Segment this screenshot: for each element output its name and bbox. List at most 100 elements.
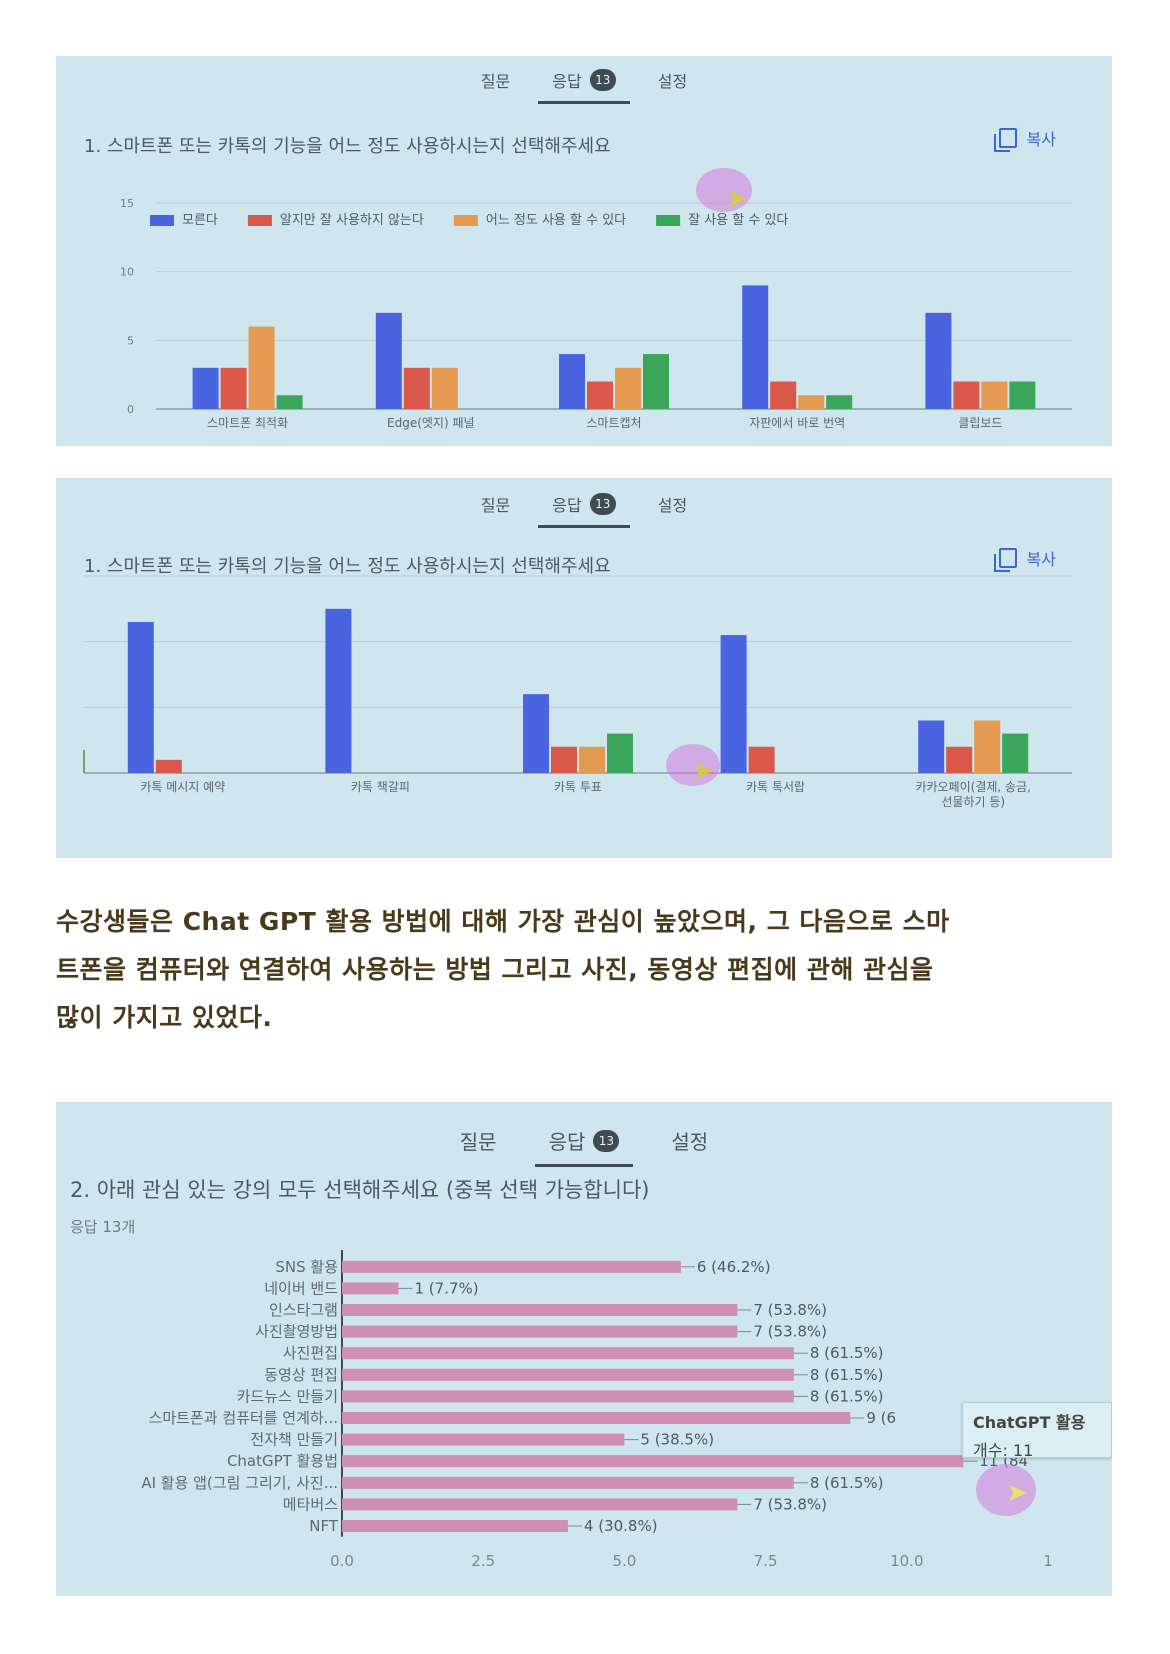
summary-paragraph: 수강생들은 Chat GPT 활용 방법에 대해 가장 관심이 높았으며, 그 …	[56, 898, 1112, 1042]
copy-button[interactable]: 복사	[993, 126, 1056, 152]
category-label: 동영상 편집	[264, 1366, 338, 1384]
data-label: 8 (61.5%)	[810, 1344, 884, 1362]
data-label: 8 (61.5%)	[810, 1366, 884, 1384]
bar	[342, 1282, 399, 1295]
tab-responses[interactable]: 응답 13	[538, 68, 631, 104]
tooltip: ChatGPT 활용 개수: 11	[962, 1402, 1112, 1460]
x-category-label: Edge(엣지) 패널	[387, 416, 475, 430]
bar	[276, 395, 303, 409]
tab-responses[interactable]: 응답 13	[534, 1126, 634, 1167]
legend-label: 잘 사용 할 수 있다	[688, 213, 788, 228]
bar	[342, 1498, 738, 1511]
tooltip-title: ChatGPT 활용	[973, 1413, 1086, 1432]
legend-swatch	[656, 215, 681, 226]
paragraph-line: 많이 가지고 있었다.	[56, 1003, 273, 1032]
cursor-highlight	[696, 168, 752, 212]
bar	[403, 367, 430, 409]
data-label: 1 (7.7%)	[414, 1279, 478, 1297]
category-label: 사진촬영방법	[255, 1323, 338, 1341]
paragraph-line: 수강생들은 Chat GPT 활용 방법에 대해 가장 관심이 높았으며, 그 …	[56, 907, 950, 936]
chart-panel-1: 질문 응답 13 설정 1. 스마트폰 또는 카톡의 기능을 어느 정도 사용하시…	[56, 56, 1112, 446]
response-count-label: 응답 13개	[70, 1218, 136, 1236]
bar	[342, 1476, 794, 1489]
category-label: ChatGPT 활용법	[227, 1452, 338, 1470]
bar	[748, 746, 775, 773]
category-label: 카드뉴스 만들기	[237, 1387, 338, 1405]
cursor-highlight	[976, 1464, 1036, 1516]
legend-label: 모른다	[182, 213, 218, 228]
bar	[981, 381, 1008, 409]
x-category-label: 카톡 책갈피	[351, 779, 410, 794]
copy-button[interactable]: 복사	[993, 546, 1056, 572]
bar	[220, 367, 247, 409]
bar	[615, 367, 641, 409]
x-tick-label: 7.5	[754, 1552, 778, 1570]
x-tick-label: 5.0	[612, 1552, 636, 1570]
data-label: 7 (53.8%)	[753, 1323, 827, 1341]
data-label: 5 (38.5%)	[640, 1431, 714, 1449]
question-title: 2. 아래 관심 있는 강의 모두 선택해주세요 (중복 선택 가능합니다)	[70, 1178, 650, 1202]
data-label: 7 (53.8%)	[753, 1495, 827, 1513]
bar	[826, 395, 853, 409]
bar	[1002, 733, 1029, 773]
data-label: 9 (6	[866, 1409, 896, 1427]
bar	[248, 326, 275, 409]
copy-label: 복사	[1026, 550, 1056, 569]
category-label: 스마트폰과 컴퓨터를 연계하...	[149, 1409, 338, 1427]
question-title: 1. 스마트폰 또는 카톡의 기능을 어느 정도 사용하시는지 선택해주세요	[84, 136, 611, 157]
x-category-label: 클립보드	[958, 416, 1002, 430]
response-count-badge: 13	[589, 493, 616, 515]
bar	[559, 354, 585, 409]
bar	[342, 1325, 738, 1338]
x-category-label: 스마트캡처	[586, 416, 641, 430]
bar	[127, 621, 154, 773]
tab-questions[interactable]: 질문	[459, 1130, 497, 1154]
tab-bar: 질문 응답 13 설정	[56, 492, 1112, 528]
category-label: AI 활용 앱(그림 그리기, 사진...	[141, 1474, 338, 1492]
legend-label: 어느 정도 사용 할 수 있다	[486, 213, 626, 228]
tab-questions[interactable]: 질문	[480, 496, 511, 515]
category-label: 인스타그램	[269, 1301, 338, 1319]
bar	[342, 1455, 964, 1468]
bar	[551, 746, 577, 773]
bar	[342, 1390, 794, 1403]
mouse-pointer-icon: ➤	[726, 184, 748, 214]
data-label: 8 (61.5%)	[810, 1387, 884, 1405]
y-tick-label: 10	[120, 266, 134, 279]
bar	[925, 312, 952, 409]
bar	[720, 635, 747, 773]
y-tick-label: 5	[127, 334, 134, 347]
bar	[770, 381, 797, 409]
tab-bar: 질문 응답 13 설정	[56, 68, 1112, 104]
bar	[643, 354, 669, 409]
x-category-label: 자판에서 바로 번역	[749, 416, 845, 430]
mouse-pointer-icon: ➤	[692, 756, 714, 786]
horizontal-bar-chart: 0.0 2.5 5.0 7.5 10.0 1 SNS 활용 6 (46.2%) 네이버 밴드 1 …	[141, 1250, 1053, 1570]
category-label: 네이버 밴드	[264, 1279, 338, 1297]
category-label: 전자책 만들기	[250, 1431, 338, 1449]
mouse-pointer-icon: ➤	[1006, 1478, 1028, 1508]
category-label: 메타버스	[283, 1495, 338, 1513]
cursor-highlight	[666, 744, 720, 786]
tab-responses[interactable]: 응답 13	[538, 492, 631, 528]
bar	[579, 746, 605, 773]
tab-settings[interactable]: 설정	[657, 72, 688, 91]
category-label: SNS 활용	[275, 1258, 338, 1276]
grouped-bar-chart: 카톡 메시지 예약 카톡 책갈피 카톡 투표 카톡 톡서랍 카카오페이(결제, 송금,선…	[83, 575, 1072, 809]
chart-panel-2: 질문 응답 13 설정 1. 스마트폰 또는 카톡의 기능을 어느 정도 사용하시…	[56, 478, 1112, 858]
bar	[946, 746, 973, 773]
x-tick-label: 10.0	[890, 1552, 923, 1570]
x-category-label: 카톡 메시지 예약	[140, 779, 225, 794]
legend-swatch	[247, 215, 272, 226]
bar	[523, 694, 549, 773]
tab-settings[interactable]: 설정	[671, 1130, 709, 1154]
legend-label: 알지만 잘 사용하지 않는다	[280, 213, 424, 228]
tooltip-value: 개수: 11	[973, 1441, 1034, 1460]
question-title: 1. 스마트폰 또는 카톡의 기능을 어느 정도 사용하시는지 선택해주세요	[84, 556, 611, 577]
tab-questions[interactable]: 질문	[480, 72, 511, 91]
bar	[342, 1433, 625, 1446]
bar	[607, 733, 633, 773]
data-label: 4 (30.8%)	[584, 1517, 658, 1535]
tab-settings[interactable]: 설정	[657, 496, 688, 515]
data-label: 7 (53.8%)	[753, 1301, 827, 1319]
